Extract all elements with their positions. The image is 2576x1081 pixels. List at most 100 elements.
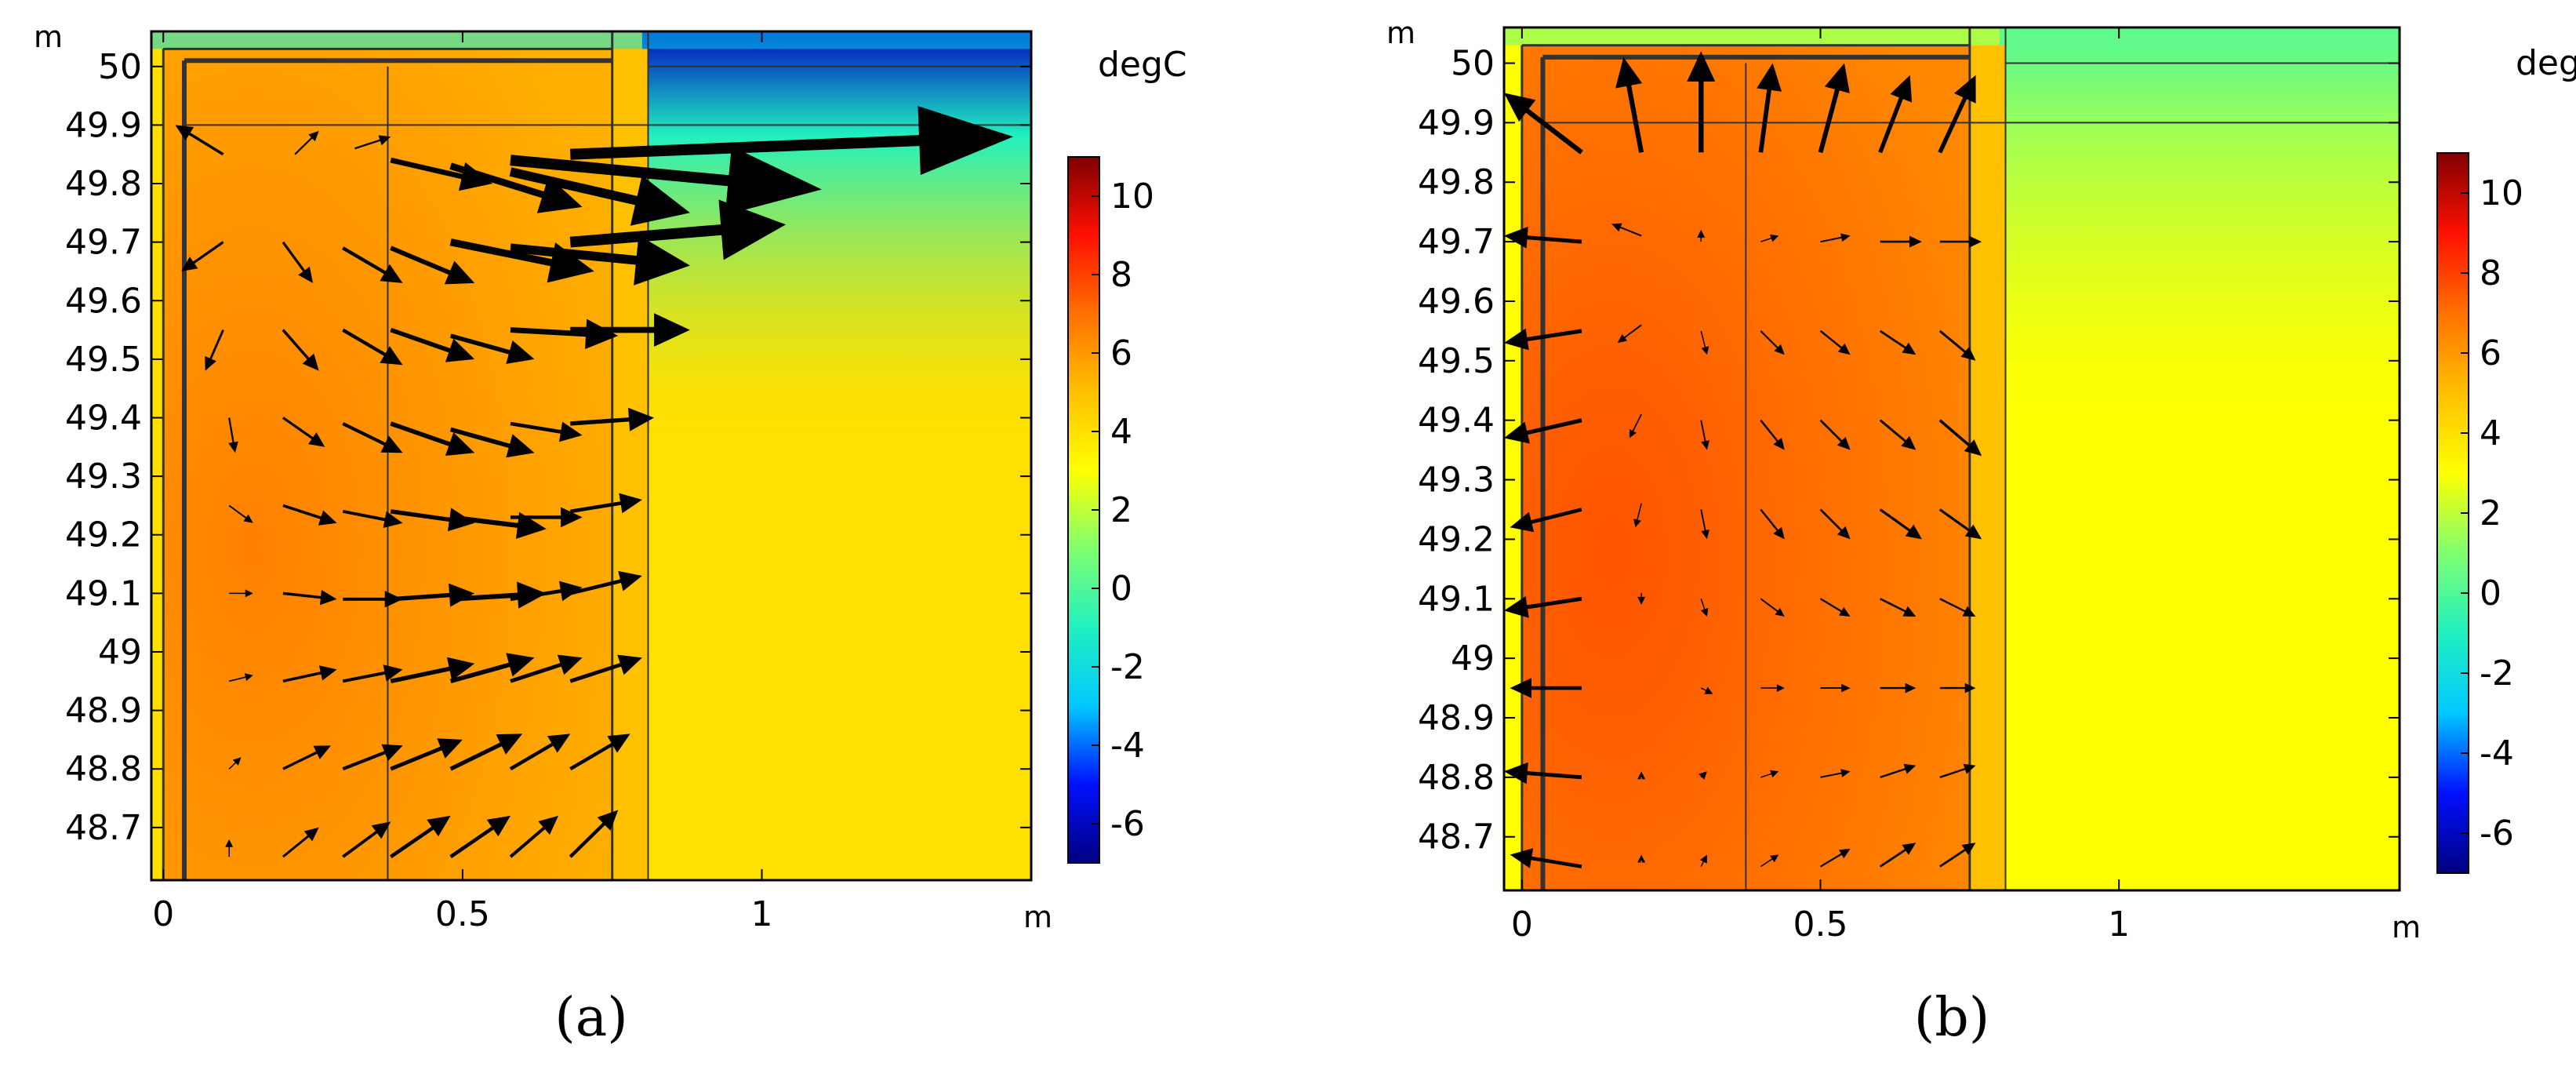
flux-arrow	[510, 421, 583, 442]
flux-arrow	[1879, 843, 1917, 868]
colorbar-tick-label: 8	[1110, 255, 1132, 295]
flux-arrow	[1510, 678, 1582, 698]
colorbar-tick-label: -4	[2480, 733, 2514, 773]
flux-arrow	[282, 827, 319, 858]
flux-arrow	[1760, 770, 1779, 778]
colorbar-tick-label: -2	[1110, 647, 1145, 687]
temperature-field	[151, 31, 1031, 880]
y-tick-label: 49.6	[65, 281, 142, 321]
flux-arrow	[282, 504, 337, 526]
flux-arrow	[1879, 419, 1917, 450]
colorbar-label: degC	[1098, 45, 1187, 85]
flux-arrow	[1504, 93, 1583, 155]
geometry-outline	[1521, 27, 2400, 890]
y-tick-label: 49.6	[1418, 282, 1495, 322]
flux-arrow	[1760, 330, 1785, 355]
flux-arrow	[569, 199, 787, 260]
flux-arrow	[354, 135, 391, 150]
flux-arrow	[1757, 63, 1782, 153]
flux-arrow	[1700, 420, 1709, 450]
flux-arrow	[1878, 75, 1913, 154]
top-surface-band	[151, 31, 1031, 49]
flux-arrow	[282, 590, 337, 606]
flux-arrow	[228, 504, 253, 523]
panel-b: 48.7 48.8 48.9 49 49.1 49.2 49.3 49.4 49.5 49.6 49…	[1386, 16, 2576, 1049]
y-tick-label: 48.7	[65, 808, 142, 848]
flux-arrow	[342, 821, 391, 858]
colorbar: -6 -4 -2 0 2 4 6 8 10 degC	[1067, 45, 1187, 864]
flux-arrow	[1819, 419, 1851, 450]
flux-arrow	[1760, 854, 1779, 868]
flux-arrow	[1939, 598, 1976, 617]
flux-arrow	[228, 417, 238, 453]
flux-arrow	[1700, 330, 1709, 355]
flux-arrow	[1504, 226, 1582, 249]
colorbar-tick-label: 10	[2480, 173, 2523, 213]
y-tick-label: 49.1	[1418, 579, 1495, 619]
y-tick-label: 49.4	[65, 398, 142, 438]
y-tick-label: 48.9	[1418, 698, 1495, 738]
y-tick-label: 49.3	[1418, 460, 1495, 500]
colorbar-tick-label: 8	[2480, 253, 2502, 293]
y-tick-label: 50	[1451, 44, 1495, 84]
flux-arrow	[282, 745, 331, 770]
y-tick-label: 50	[98, 47, 142, 87]
colorbar-tick-label: -6	[1110, 804, 1145, 844]
panel-label: (b)	[1914, 987, 1990, 1049]
flux-arrow	[205, 329, 224, 371]
colorbar-tick-label: -4	[1110, 726, 1145, 766]
x-tick-label: 0.5	[435, 894, 490, 934]
flux-arrow	[1880, 235, 1922, 248]
colorbar-label: degC	[2516, 43, 2576, 83]
flux-arrow	[390, 246, 475, 285]
flux-arrow	[1504, 596, 1582, 618]
flux-arrow	[228, 757, 242, 770]
y-tick-label: 49.5	[65, 340, 142, 380]
colorbar-tick-label: 10	[1110, 177, 1154, 217]
flux-arrow	[181, 241, 224, 271]
y-tick-label: 49.2	[1418, 519, 1495, 559]
flux-arrow	[390, 738, 463, 771]
flux-arrow	[342, 246, 403, 283]
flux-arrow	[569, 733, 630, 771]
flux-arrow	[1760, 684, 1785, 693]
flux-arrow	[1939, 682, 1976, 693]
flux-arrow	[570, 106, 1014, 175]
y-tick-label: 49.4	[1418, 401, 1495, 441]
flux-arrow	[509, 815, 558, 858]
flux-arrow	[1637, 592, 1646, 605]
flux-arrow	[1819, 508, 1851, 540]
flux-arrow	[1938, 508, 1982, 540]
colorbar-tick-label: 4	[1110, 412, 1132, 452]
y-unit-label: m	[34, 20, 63, 54]
flux-arrow	[1637, 771, 1646, 780]
flux-arrow	[1629, 413, 1642, 439]
y-tick-label: 49.3	[65, 457, 142, 497]
flux-arrow	[450, 581, 547, 609]
flux-arrow	[449, 653, 535, 683]
flux-arrow	[1938, 75, 1976, 154]
flux-arrow	[1819, 598, 1851, 617]
flux-arrow	[1760, 598, 1785, 617]
flux-arrow	[570, 313, 690, 347]
y-unit-label: m	[1386, 16, 1415, 50]
y-tick-label: 49.5	[1418, 341, 1495, 381]
flux-arrow	[449, 162, 583, 213]
y-tick-label: 49	[98, 632, 142, 672]
flux-arrow	[569, 570, 642, 595]
y-axis: 48.7 48.8 48.9 49 49.1 49.2 49.3 49.4 49.5 49.6 49…	[1418, 44, 2400, 857]
flux-arrow	[1504, 762, 1582, 784]
colorbar-tick-label: -6	[2480, 813, 2514, 854]
flux-arrow	[449, 815, 510, 859]
flux-arrow	[1510, 848, 1582, 868]
flux-arrow	[390, 327, 475, 362]
flux-arrow	[510, 507, 583, 528]
flux-arrow	[390, 657, 475, 683]
flux-arrow	[390, 157, 493, 191]
flux-arrow	[510, 654, 583, 683]
flux-arrow	[390, 421, 475, 456]
y-tick-label: 49.9	[65, 105, 142, 145]
flux-arrow	[1939, 235, 1982, 248]
y-tick-label: 49.2	[65, 515, 142, 555]
flux-arrow	[1939, 763, 1976, 778]
